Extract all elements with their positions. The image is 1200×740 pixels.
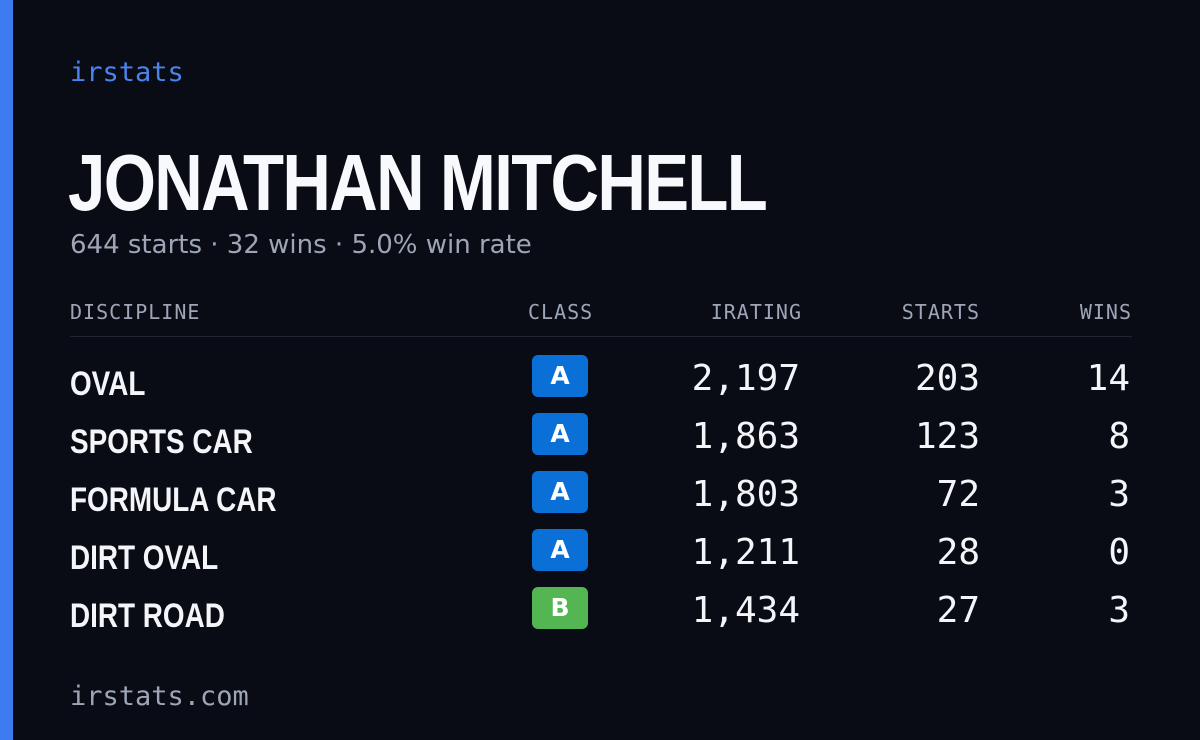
- table-row: OVAL A 2,197 203 14: [70, 353, 1132, 411]
- accent-bar: [0, 0, 13, 740]
- table-row: FORMULA CAR A 1,803 72 3: [70, 469, 1132, 527]
- driver-name: JONATHAN MITCHELL: [68, 138, 768, 227]
- header-starts: STARTS: [901, 300, 980, 324]
- table-header: DISCIPLINE CLASS IRATING STARTS WINS: [70, 296, 1132, 337]
- class-badge: B: [532, 587, 588, 629]
- irating-value: 1,434: [691, 590, 800, 631]
- starts-value: 123: [914, 416, 980, 457]
- wins-value: 8: [1108, 416, 1130, 457]
- wins-value: 0: [1108, 532, 1130, 573]
- irating-value: 2,197: [691, 358, 800, 399]
- table-body: OVAL A 2,197 203 14 SPORTS CAR A 1,863 1…: [70, 353, 1132, 643]
- irating-value: 1,211: [691, 532, 800, 573]
- class-badge: A: [532, 471, 588, 513]
- table-row: DIRT OVAL A 1,211 28 0: [70, 527, 1132, 585]
- discipline-name: FORMULA CAR: [70, 481, 277, 519]
- footer-url: irstats.com: [70, 681, 249, 712]
- irating-value: 1,803: [691, 474, 800, 515]
- discipline-name: DIRT ROAD: [70, 597, 225, 635]
- discipline-name: OVAL: [70, 365, 146, 403]
- starts-value: 203: [914, 358, 980, 399]
- starts-value: 28: [936, 532, 980, 573]
- class-badge: A: [532, 529, 588, 571]
- driver-summary: 644 starts · 32 wins · 5.0% win rate: [70, 230, 532, 260]
- table-row: SPORTS CAR A 1,863 123 8: [70, 411, 1132, 469]
- wins-value: 3: [1108, 590, 1130, 631]
- brand-logo-text: irstats: [70, 57, 184, 88]
- wins-value: 3: [1108, 474, 1130, 515]
- class-badge: A: [532, 413, 588, 455]
- table-row: DIRT ROAD B 1,434 27 3: [70, 585, 1132, 643]
- wins-value: 14: [1086, 358, 1130, 399]
- header-irating: IRATING: [710, 300, 802, 324]
- header-wins: WINS: [1079, 300, 1132, 324]
- class-badge: A: [532, 355, 588, 397]
- stats-table: DISCIPLINE CLASS IRATING STARTS WINS OVA…: [70, 296, 1132, 643]
- header-discipline: DISCIPLINE: [70, 300, 201, 324]
- discipline-name: DIRT OVAL: [70, 539, 219, 577]
- discipline-name: SPORTS CAR: [70, 423, 253, 461]
- starts-value: 72: [936, 474, 980, 515]
- irating-value: 1,863: [691, 416, 800, 457]
- header-class: CLASS: [528, 300, 594, 324]
- starts-value: 27: [936, 590, 980, 631]
